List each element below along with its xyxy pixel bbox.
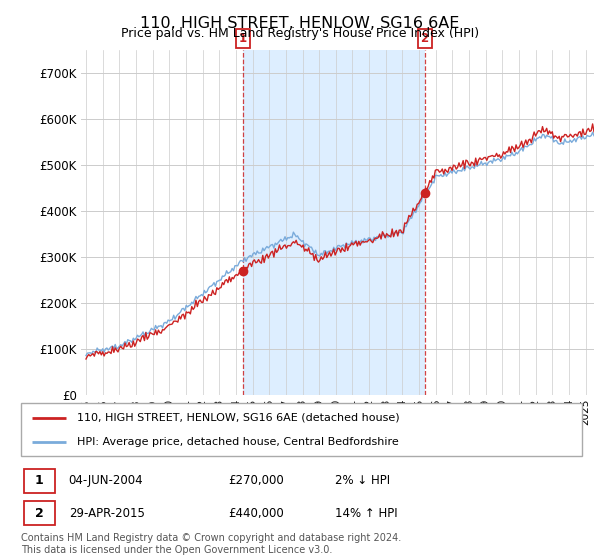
Text: 1: 1 (35, 474, 44, 487)
Text: 2: 2 (421, 32, 428, 45)
Text: 29-APR-2015: 29-APR-2015 (68, 507, 145, 520)
FancyBboxPatch shape (24, 501, 55, 525)
Text: 2: 2 (35, 507, 44, 520)
Text: 04-JUN-2004: 04-JUN-2004 (68, 474, 143, 487)
Text: £440,000: £440,000 (229, 507, 284, 520)
Text: 2% ↓ HPI: 2% ↓ HPI (335, 474, 390, 487)
Text: Price paid vs. HM Land Registry's House Price Index (HPI): Price paid vs. HM Land Registry's House … (121, 27, 479, 40)
Text: 1: 1 (239, 32, 247, 45)
Text: 110, HIGH STREET, HENLOW, SG16 6AE (detached house): 110, HIGH STREET, HENLOW, SG16 6AE (deta… (77, 413, 400, 423)
Text: HPI: Average price, detached house, Central Bedfordshire: HPI: Average price, detached house, Cent… (77, 437, 399, 447)
Text: 110, HIGH STREET, HENLOW, SG16 6AE: 110, HIGH STREET, HENLOW, SG16 6AE (140, 16, 460, 31)
Text: £270,000: £270,000 (229, 474, 284, 487)
Text: Contains HM Land Registry data © Crown copyright and database right 2024.
This d: Contains HM Land Registry data © Crown c… (21, 533, 401, 555)
FancyBboxPatch shape (21, 403, 582, 456)
Text: 14% ↑ HPI: 14% ↑ HPI (335, 507, 398, 520)
FancyBboxPatch shape (24, 469, 55, 493)
Bar (243, 50, 425, 395)
